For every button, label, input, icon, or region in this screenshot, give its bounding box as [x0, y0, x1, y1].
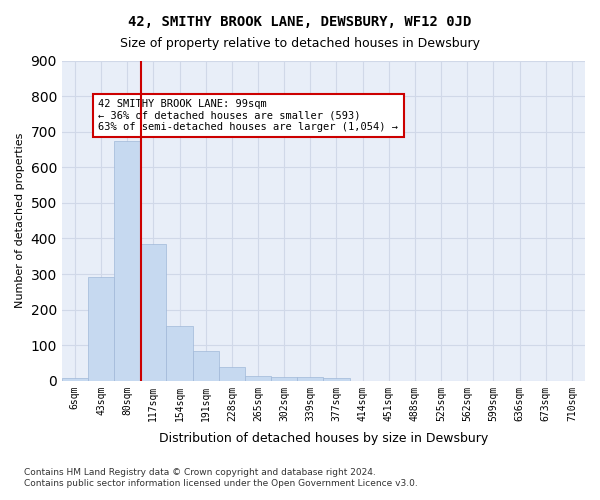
Text: 42, SMITHY BROOK LANE, DEWSBURY, WF12 0JD: 42, SMITHY BROOK LANE, DEWSBURY, WF12 0J…	[128, 15, 472, 29]
Y-axis label: Number of detached properties: Number of detached properties	[15, 133, 25, 308]
Bar	[271, 377, 297, 381]
Bar	[88, 276, 114, 381]
Bar	[193, 350, 219, 381]
Bar	[114, 140, 140, 381]
Text: Contains HM Land Registry data © Crown copyright and database right 2024.
Contai: Contains HM Land Registry data © Crown c…	[24, 468, 418, 487]
Bar	[297, 377, 323, 381]
Text: Size of property relative to detached houses in Dewsbury: Size of property relative to detached ho…	[120, 38, 480, 51]
X-axis label: Distribution of detached houses by size in Dewsbury: Distribution of detached houses by size …	[159, 432, 488, 445]
Text: 42 SMITHY BROOK LANE: 99sqm
← 36% of detached houses are smaller (593)
63% of se: 42 SMITHY BROOK LANE: 99sqm ← 36% of det…	[98, 99, 398, 132]
Bar	[323, 378, 350, 381]
Bar	[140, 244, 166, 381]
Bar	[219, 368, 245, 381]
Bar	[62, 378, 88, 381]
Bar	[166, 326, 193, 381]
Bar	[245, 376, 271, 381]
